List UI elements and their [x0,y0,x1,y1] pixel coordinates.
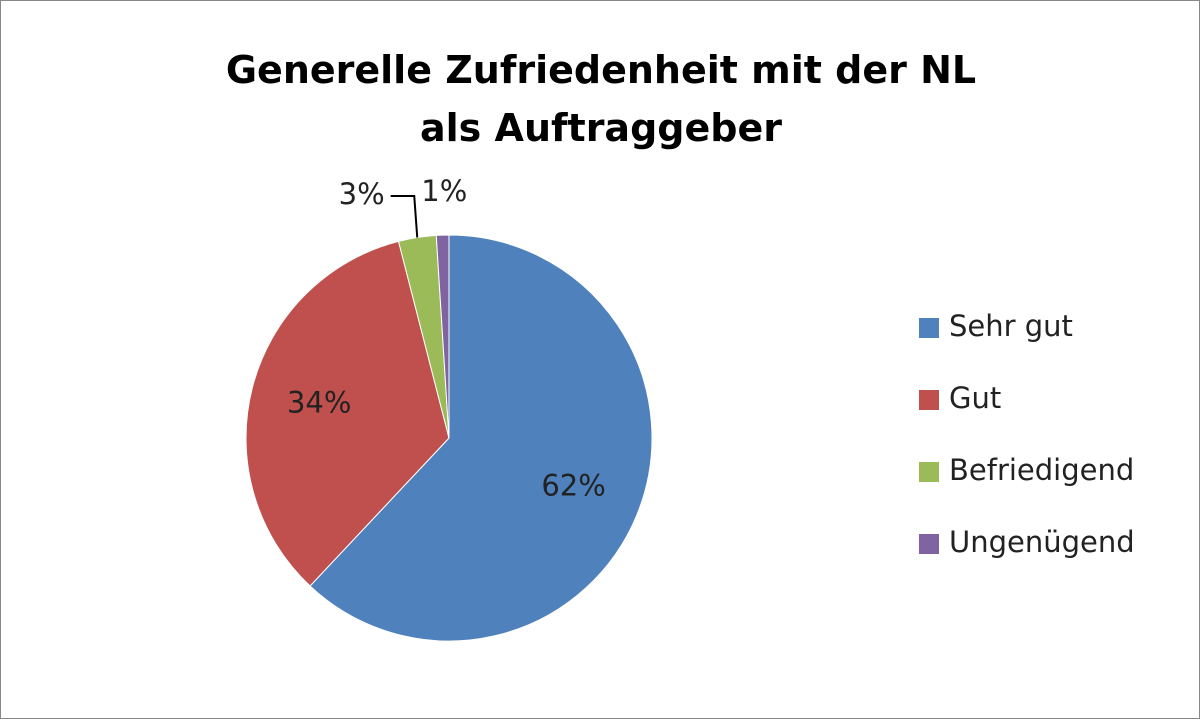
pie-slice [309,234,653,642]
pie-slice [435,234,450,439]
leader-line [390,195,419,238]
chart-title: Generelle Zufriedenheit mit der NL als A… [225,48,977,150]
legend-label: Sehr gut [949,309,1073,343]
legend-label: Gut [949,381,1001,415]
legend-label: Ungenügend [949,525,1135,559]
data-label: 3% [339,177,385,211]
legend-swatch [919,390,939,410]
legend-swatch [919,318,939,338]
data-label: 1% [421,174,467,208]
legend-swatch [919,462,939,482]
data-label: 34% [287,386,351,420]
pie-slice [245,240,450,587]
data-label: 62% [541,468,605,502]
legend-label: Befriedigend [949,453,1134,487]
legend-swatch [919,534,939,554]
